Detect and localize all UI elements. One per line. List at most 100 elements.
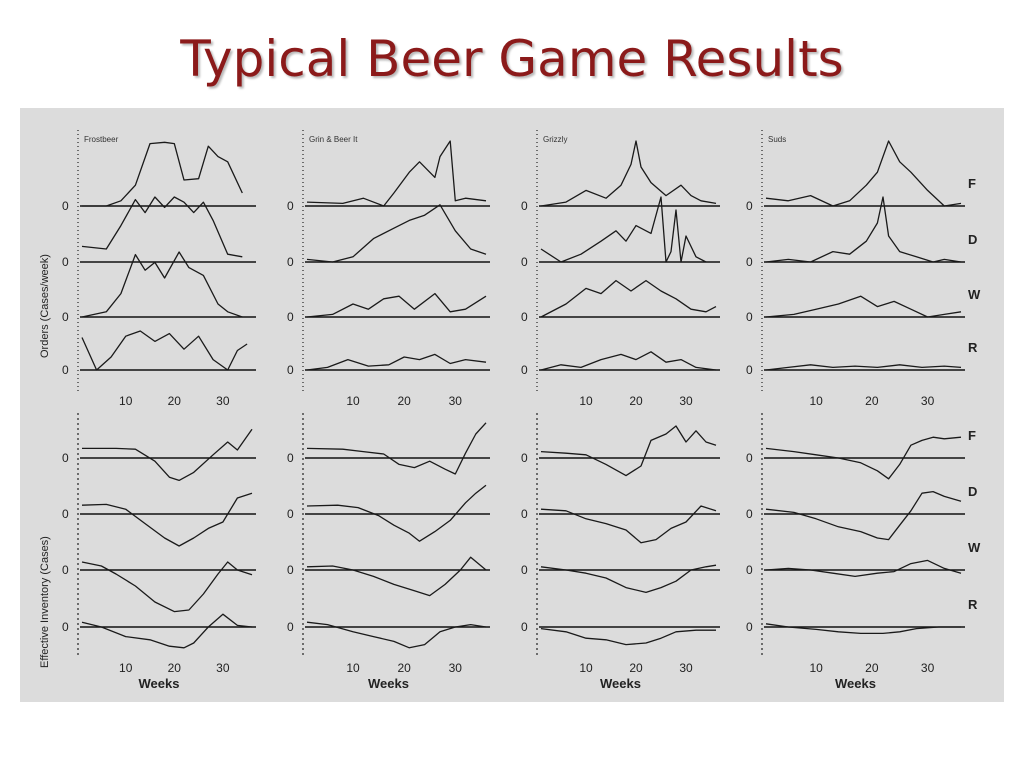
x-tick-label: 30 bbox=[216, 394, 230, 408]
x-tick-label: 20 bbox=[865, 661, 879, 675]
zero-label: 0 bbox=[287, 310, 294, 324]
zero-label: 0 bbox=[287, 451, 294, 465]
zero-label: 0 bbox=[521, 563, 528, 577]
zero-label: 0 bbox=[287, 199, 294, 213]
x-axis-label: Weeks bbox=[835, 676, 876, 691]
orders-series-line bbox=[306, 140, 487, 207]
beer-game-chart: Orders (Cases/week) Effective Inventory … bbox=[39, 130, 981, 691]
zero-label: 0 bbox=[62, 310, 69, 324]
zero-label: 0 bbox=[62, 199, 69, 213]
stage-label: W bbox=[968, 287, 981, 302]
x-tick-label: 20 bbox=[168, 394, 182, 408]
orders-axis-label: Orders (Cases/week) bbox=[39, 254, 51, 358]
inventory-axis-label: Effective Inventory (Cases) bbox=[39, 536, 51, 668]
zero-label: 0 bbox=[521, 363, 528, 377]
x-axis-label: Weeks bbox=[368, 676, 409, 691]
x-tick-label: 30 bbox=[679, 661, 693, 675]
zero-label: 0 bbox=[62, 255, 69, 269]
inventory-series-line bbox=[765, 559, 962, 578]
stage-label: D bbox=[968, 484, 977, 499]
x-tick-label: 30 bbox=[921, 394, 935, 408]
inventory-series-line bbox=[82, 428, 253, 482]
stage-label: W bbox=[968, 540, 981, 555]
inventory-series-line bbox=[540, 505, 717, 544]
slide-title: Typical Beer Game Results bbox=[180, 30, 844, 88]
zero-label: 0 bbox=[746, 451, 753, 465]
orders-series-line bbox=[765, 364, 962, 371]
zero-label: 0 bbox=[287, 363, 294, 377]
zero-label: 0 bbox=[746, 199, 753, 213]
team-panels: Frostbeer 10 20 30 10 20 30 Weeks 0 0 0 0 0 0 0 0 Grin &… bbox=[62, 130, 981, 691]
x-tick-label: 20 bbox=[629, 661, 643, 675]
x-tick-label: 10 bbox=[579, 394, 593, 408]
stage-label: F bbox=[968, 176, 976, 191]
x-tick-label: 20 bbox=[865, 394, 879, 408]
x-tick-label: 10 bbox=[579, 661, 593, 675]
x-axis-label: Weeks bbox=[600, 676, 641, 691]
team-name: Suds bbox=[768, 135, 786, 144]
zero-label: 0 bbox=[521, 310, 528, 324]
inventory-series-line bbox=[765, 490, 962, 541]
x-tick-label: 30 bbox=[216, 661, 230, 675]
zero-label: 0 bbox=[746, 563, 753, 577]
orders-series-line bbox=[81, 330, 248, 371]
stage-label: F bbox=[968, 428, 976, 443]
orders-series-line bbox=[306, 292, 487, 318]
zero-label: 0 bbox=[746, 363, 753, 377]
x-axis-label: Weeks bbox=[139, 676, 180, 691]
x-tick-label: 20 bbox=[629, 394, 643, 408]
zero-label: 0 bbox=[287, 255, 294, 269]
zero-label: 0 bbox=[62, 507, 69, 521]
inventory-series-line bbox=[81, 613, 253, 649]
x-tick-label: 10 bbox=[346, 394, 360, 408]
inventory-series-line bbox=[306, 556, 487, 597]
inventory-series-line bbox=[306, 621, 487, 649]
inventory-series-line bbox=[81, 492, 253, 547]
x-tick-label: 30 bbox=[679, 394, 693, 408]
zero-label: 0 bbox=[287, 620, 294, 634]
zero-label: 0 bbox=[521, 620, 528, 634]
inventory-series-line bbox=[765, 623, 961, 635]
stage-label: R bbox=[968, 340, 978, 355]
zero-label: 0 bbox=[746, 507, 753, 521]
orders-series-line bbox=[540, 351, 717, 371]
orders-series-line bbox=[82, 141, 243, 207]
zero-label: 0 bbox=[287, 507, 294, 521]
zero-label: 0 bbox=[62, 620, 69, 634]
x-tick-label: 20 bbox=[168, 661, 182, 675]
inventory-series-line bbox=[540, 627, 716, 646]
orders-series-line bbox=[765, 140, 962, 207]
orders-series-line bbox=[306, 353, 487, 371]
inventory-series-line bbox=[306, 484, 487, 542]
inventory-series-line bbox=[540, 425, 717, 477]
zero-label: 0 bbox=[62, 563, 69, 577]
x-tick-label: 30 bbox=[921, 661, 935, 675]
x-tick-label: 20 bbox=[397, 661, 411, 675]
x-tick-label: 10 bbox=[119, 661, 133, 675]
team-name: Grin & Beer It bbox=[309, 135, 358, 144]
inventory-series-line bbox=[540, 564, 717, 594]
inventory-series-line bbox=[81, 561, 253, 613]
x-tick-label: 30 bbox=[449, 661, 463, 675]
x-tick-label: 30 bbox=[449, 394, 463, 408]
orders-series-line bbox=[81, 251, 243, 318]
orders-series-line bbox=[81, 196, 243, 258]
orders-series-line bbox=[765, 295, 962, 318]
x-tick-label: 10 bbox=[346, 661, 360, 675]
orders-series-line bbox=[540, 279, 717, 318]
zero-label: 0 bbox=[521, 255, 528, 269]
zero-label: 0 bbox=[746, 620, 753, 634]
x-tick-label: 10 bbox=[809, 394, 823, 408]
orders-series-line bbox=[540, 196, 707, 263]
inventory-series-line bbox=[306, 422, 487, 475]
stage-label: D bbox=[968, 232, 977, 247]
orders-series-line bbox=[540, 140, 717, 207]
zero-label: 0 bbox=[62, 363, 69, 377]
zero-label: 0 bbox=[521, 199, 528, 213]
zero-label: 0 bbox=[746, 310, 753, 324]
zero-label: 0 bbox=[521, 451, 528, 465]
zero-label: 0 bbox=[521, 507, 528, 521]
x-tick-label: 20 bbox=[397, 394, 411, 408]
x-tick-label: 10 bbox=[809, 661, 823, 675]
orders-series-line bbox=[306, 204, 487, 263]
